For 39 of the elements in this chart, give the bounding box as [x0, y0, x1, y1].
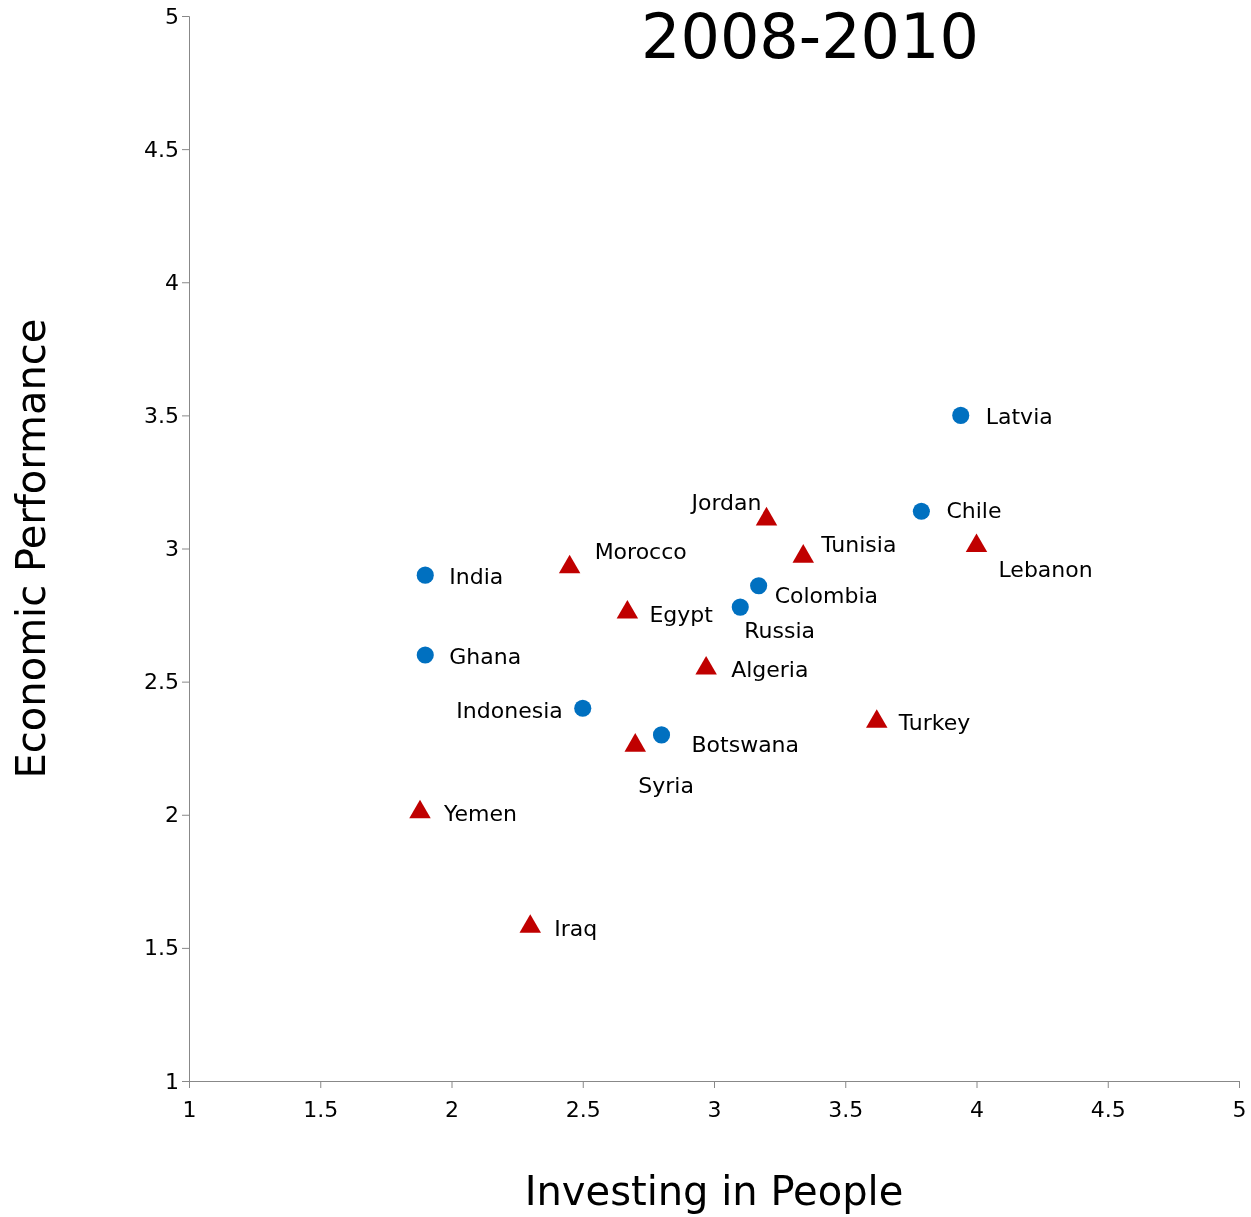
- x-tick-label: 3: [707, 1097, 722, 1123]
- annotation: Yemen: [443, 801, 517, 827]
- annotation: Morocco: [594, 539, 687, 565]
- y-tick-label: 4: [165, 269, 179, 295]
- y-tick-label: 3: [165, 536, 179, 562]
- annotation: Latvia: [985, 404, 1053, 430]
- y-tick-label: 2: [165, 802, 179, 828]
- x-tick-label: 1: [182, 1097, 197, 1123]
- chart-title: 2008-2010: [641, 0, 979, 73]
- annotation: India: [449, 564, 504, 590]
- annotation: Algeria: [731, 657, 809, 683]
- x-axis-title: Investing in People: [524, 1168, 904, 1214]
- x-tick-label: 5: [1232, 1097, 1247, 1123]
- x-tick-label: 4.5: [1090, 1097, 1126, 1123]
- y-tick-label: 5: [165, 3, 179, 29]
- annotation: Colombia: [774, 582, 879, 608]
- y-tick-label: 1.5: [144, 935, 179, 961]
- x-tick-label: 2.5: [565, 1097, 601, 1123]
- y-tick-label: 3.5: [144, 402, 179, 428]
- annotation: Turkey: [897, 709, 971, 735]
- annotation: Indonesia: [456, 698, 563, 724]
- annotation: Botswana: [691, 731, 800, 757]
- annotation: Tunisia: [820, 532, 897, 558]
- annotation: Egypt: [649, 602, 714, 628]
- y-tick-label: 4.5: [144, 136, 179, 162]
- x-tick-label: 4: [970, 1097, 984, 1123]
- x-tick-label: 3.5: [828, 1097, 864, 1123]
- x-tick-label: 1.5: [303, 1097, 339, 1123]
- x-tick-label: 2: [445, 1097, 459, 1123]
- annotation: Chile: [946, 498, 1002, 524]
- y-tick-label: 2.5: [144, 669, 179, 695]
- y-tick-label: 1: [165, 1068, 179, 1094]
- annotation: Ghana: [449, 644, 522, 669]
- annotation: Iraq: [554, 915, 598, 941]
- y-axis-title: Economic Performance: [8, 318, 54, 779]
- annotation: Syria: [638, 772, 694, 798]
- annotation: Russia: [744, 618, 816, 644]
- annotation: Jordan: [689, 490, 762, 516]
- annotation: Lebanon: [998, 556, 1093, 582]
